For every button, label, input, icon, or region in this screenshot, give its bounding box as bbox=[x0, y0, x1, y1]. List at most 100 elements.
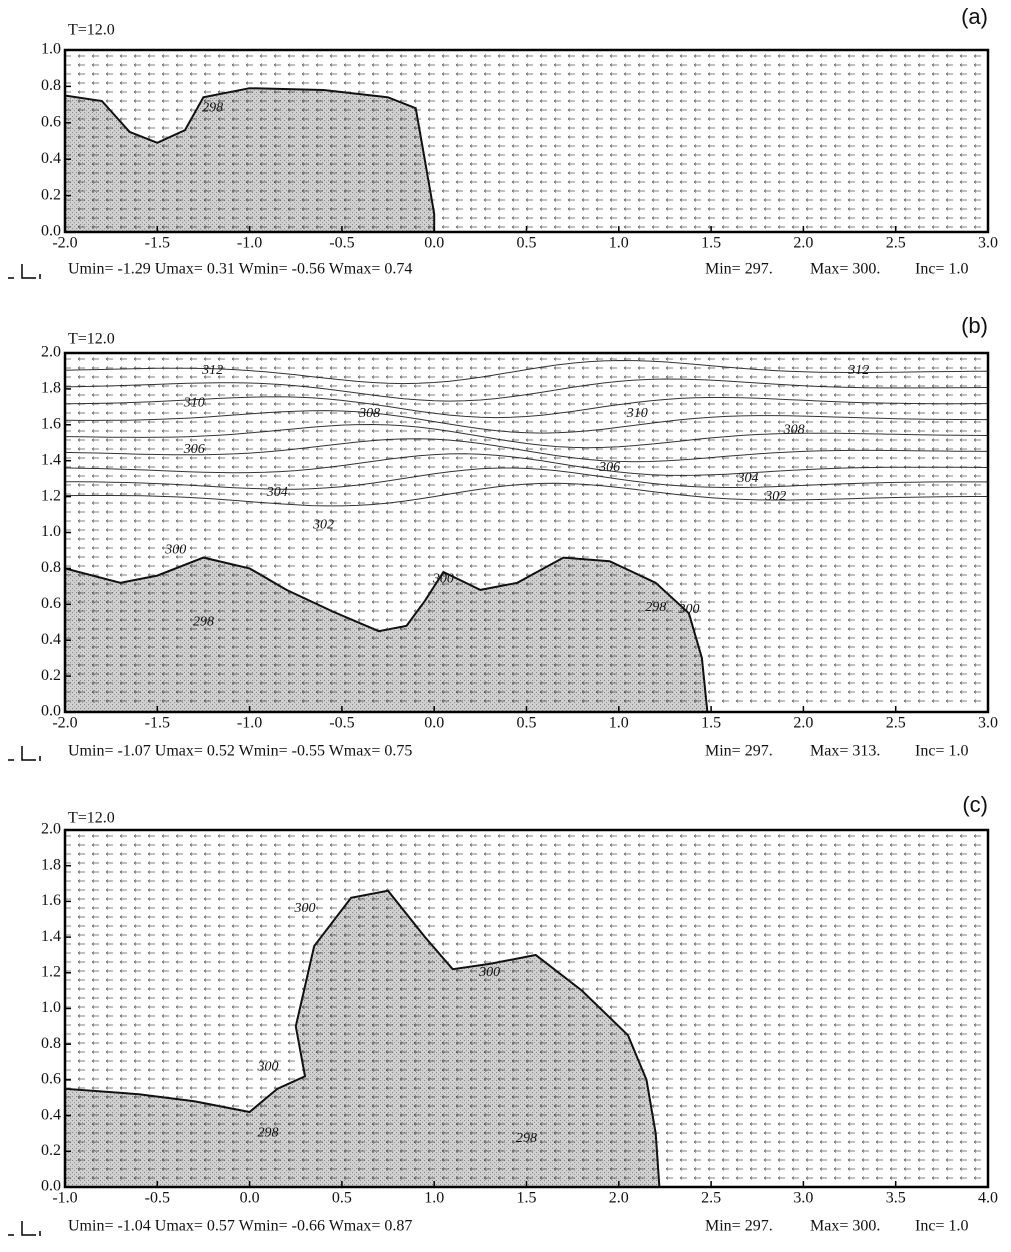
contour-label: 302 bbox=[312, 518, 334, 533]
min-text: Min= 297. bbox=[705, 743, 773, 760]
x-tick-label: 2.5 bbox=[886, 715, 906, 732]
contour-label: 298 bbox=[202, 100, 223, 115]
contour-label: 306 bbox=[598, 460, 620, 475]
panel: -1.0 -0.5 0.0 0.5 1.0 1.5 2.0 2.5 3.0 3.5 4.0 0.0 0.… bbox=[8, 792, 998, 1236]
contour-line bbox=[64, 410, 989, 434]
panel: -2.0 -1.5 -1.0 -0.5 0.0 0.5 1.0 1.5 2.0 2.5 3.0 0.0… bbox=[8, 4, 998, 279]
contour-line bbox=[65, 467, 988, 490]
x-tick-label: 0.5 bbox=[517, 715, 537, 732]
inc-text: Inc= 1.0 bbox=[915, 743, 968, 760]
velocity-stats: Umin= -1.04 Umax= 0.57 Wmin= -0.66 Wmax=… bbox=[68, 1218, 412, 1235]
velocity-stats: Umin= -1.07 Umax= 0.52 Wmin= -0.55 Wmax=… bbox=[68, 743, 412, 760]
y-tick-label: 1.4 bbox=[41, 928, 61, 945]
x-tick-label: -1.5 bbox=[145, 715, 170, 732]
contour-label: 298 bbox=[193, 614, 214, 629]
panel-label: (a) bbox=[961, 4, 988, 29]
y-tick-label: 1.2 bbox=[41, 487, 61, 504]
x-tick-label: -2.0 bbox=[52, 715, 77, 732]
scale-arrow bbox=[8, 1221, 41, 1236]
y-tick-label: 1.4 bbox=[41, 451, 61, 468]
y-tick-label: 2.0 bbox=[41, 821, 61, 838]
x-tick-label: 1.5 bbox=[517, 1190, 537, 1207]
x-tick-label: 0.0 bbox=[240, 1190, 260, 1207]
x-tick-label: -0.5 bbox=[329, 715, 354, 732]
time-label: T=12.0 bbox=[68, 22, 115, 39]
y-tick-label: 1.8 bbox=[41, 856, 61, 873]
y-tick-label: 0.2 bbox=[41, 1142, 61, 1159]
x-tick-label: -0.5 bbox=[329, 235, 354, 252]
y-tick-label: 0.2 bbox=[41, 186, 61, 203]
x-tick-label: -1.0 bbox=[237, 715, 262, 732]
panel-label: (b) bbox=[961, 313, 988, 338]
x-tick-label: -0.5 bbox=[145, 1190, 170, 1207]
contour-label: 308 bbox=[358, 406, 380, 421]
panel: -2.0 -1.5 -1.0 -0.5 0.0 0.5 1.0 1.5 2.0 2.5 3.0 0.0… bbox=[8, 313, 998, 761]
y-tick-label: 0.4 bbox=[41, 150, 61, 167]
max-text: Max= 313. bbox=[810, 743, 880, 760]
contour-label: 304 bbox=[737, 471, 759, 486]
y-tick-label: 1.0 bbox=[41, 999, 61, 1016]
cold-region bbox=[64, 889, 661, 1188]
y-tick-label: 0.4 bbox=[41, 1106, 61, 1123]
x-tick-label: -1.0 bbox=[52, 1190, 77, 1207]
x-tick-label: 0.5 bbox=[332, 1190, 352, 1207]
x-tick-label: 1.5 bbox=[701, 235, 721, 252]
y-tick-label: 1.6 bbox=[41, 415, 61, 432]
contour-label: 298 bbox=[645, 600, 666, 615]
min-text: Min= 297. bbox=[705, 261, 773, 278]
inc-text: Inc= 1.0 bbox=[915, 261, 968, 278]
x-tick-label: 1.5 bbox=[701, 715, 721, 732]
contour-line bbox=[64, 423, 989, 449]
contour-line bbox=[64, 438, 989, 463]
x-tick-label: 3.0 bbox=[793, 1190, 813, 1207]
x-tick-label: 1.0 bbox=[609, 715, 629, 732]
inc-text: Inc= 1.0 bbox=[915, 1218, 968, 1235]
x-tick-label: 2.0 bbox=[609, 1190, 629, 1207]
y-tick-label: 1.0 bbox=[41, 41, 61, 58]
x-tick-label: 2.5 bbox=[886, 235, 906, 252]
contour-label: 308 bbox=[783, 422, 805, 437]
contour-label: 298 bbox=[516, 1131, 537, 1146]
x-tick-label: 0.0 bbox=[424, 235, 444, 252]
contour-line bbox=[64, 482, 988, 507]
x-tick-label: 2.5 bbox=[701, 1190, 721, 1207]
vector-field bbox=[63, 834, 981, 1180]
y-tick-label: 0.0 bbox=[41, 223, 61, 240]
y-tick-label: 0.8 bbox=[41, 77, 61, 94]
y-tick-label: 0.0 bbox=[41, 703, 61, 720]
velocity-stats: Umin= -1.29 Umax= 0.31 Wmin= -0.56 Wmax=… bbox=[68, 261, 412, 278]
max-text: Max= 300. bbox=[810, 1218, 880, 1235]
max-text: Max= 300. bbox=[810, 261, 880, 278]
x-tick-label: 2.0 bbox=[793, 235, 813, 252]
y-tick-label: 0.6 bbox=[41, 595, 61, 612]
cold-region bbox=[64, 556, 709, 713]
x-tick-label: 3.0 bbox=[978, 715, 998, 732]
contour-label: 310 bbox=[626, 406, 648, 421]
y-tick-label: 1.8 bbox=[41, 380, 61, 397]
y-tick-label: 0.6 bbox=[41, 113, 61, 130]
x-tick-label: 3.5 bbox=[886, 1190, 906, 1207]
y-tick-label: 0.8 bbox=[41, 1035, 61, 1052]
scale-arrow bbox=[8, 264, 41, 279]
contour-label: 310 bbox=[183, 395, 205, 410]
contour-label: 304 bbox=[266, 485, 288, 500]
scale-arrow bbox=[8, 746, 41, 761]
cold-region bbox=[64, 87, 436, 233]
contour-label: 300 bbox=[677, 602, 699, 617]
y-tick-label: 0.0 bbox=[41, 1178, 61, 1195]
vector-field bbox=[63, 54, 981, 229]
contour-label: 300 bbox=[257, 1060, 279, 1075]
x-tick-label: -2.0 bbox=[52, 235, 77, 252]
min-text: Min= 297. bbox=[705, 1218, 773, 1235]
y-tick-label: 0.2 bbox=[41, 667, 61, 684]
x-tick-label: 4.0 bbox=[978, 1190, 998, 1207]
y-tick-label: 0.6 bbox=[41, 1071, 61, 1088]
contour-label: 300 bbox=[164, 543, 186, 558]
y-tick-label: 0.8 bbox=[41, 559, 61, 576]
x-tick-label: -1.0 bbox=[237, 235, 262, 252]
time-label: T=12.0 bbox=[68, 810, 115, 827]
y-tick-label: 1.6 bbox=[41, 892, 61, 909]
contour-label: 312 bbox=[847, 363, 869, 378]
y-tick-label: 2.0 bbox=[41, 344, 61, 361]
